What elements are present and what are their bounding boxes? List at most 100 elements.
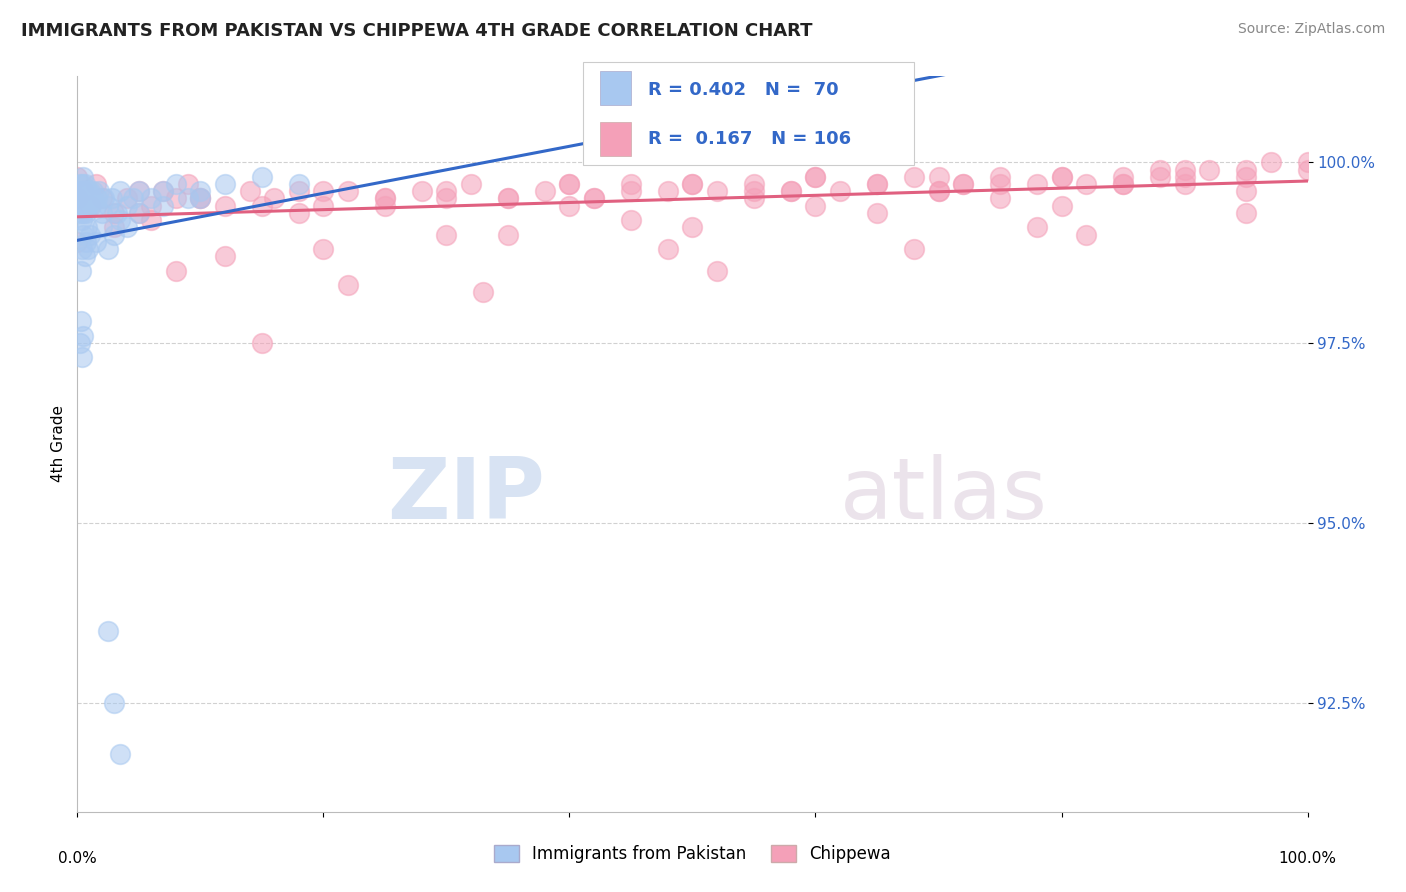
- Point: [1296, 155, 1319, 169]
- Point: [66, 169, 89, 184]
- Point: [1260, 155, 1282, 169]
- Point: [77, 184, 100, 198]
- Point: [141, 213, 163, 227]
- Point: [436, 184, 458, 198]
- Point: [250, 335, 273, 350]
- Point: [67, 191, 90, 205]
- Text: 100.0%: 100.0%: [1278, 851, 1337, 866]
- Point: [620, 213, 643, 227]
- Point: [105, 206, 128, 220]
- Point: [496, 227, 519, 242]
- Point: [70, 213, 93, 227]
- Point: [76, 191, 98, 205]
- Point: [288, 206, 311, 220]
- Point: [70, 191, 93, 205]
- Point: [72, 206, 94, 220]
- Point: [73, 199, 96, 213]
- Point: [128, 206, 150, 220]
- Point: [558, 177, 581, 191]
- Point: [70, 263, 93, 277]
- Point: [110, 213, 132, 227]
- Point: [1234, 184, 1257, 198]
- Point: [82, 184, 104, 198]
- Text: ZIP: ZIP: [387, 454, 546, 537]
- Point: [73, 249, 96, 263]
- Point: [97, 199, 120, 213]
- Point: [165, 191, 187, 205]
- Point: [288, 177, 311, 191]
- Point: [250, 169, 273, 184]
- Point: [188, 184, 212, 198]
- Point: [73, 177, 96, 191]
- Y-axis label: 4th Grade: 4th Grade: [51, 405, 66, 483]
- Point: [86, 191, 108, 205]
- Point: [72, 328, 94, 343]
- Point: [84, 235, 107, 249]
- Point: [128, 206, 150, 220]
- Point: [496, 191, 519, 205]
- Point: [90, 220, 114, 235]
- Point: [903, 242, 925, 256]
- Point: [75, 235, 97, 249]
- Point: [706, 263, 728, 277]
- Point: [312, 199, 335, 213]
- Point: [97, 624, 120, 639]
- Point: [374, 191, 396, 205]
- Point: [436, 191, 458, 205]
- Point: [75, 191, 97, 205]
- Point: [312, 184, 335, 198]
- Point: [72, 227, 94, 242]
- Point: [583, 191, 606, 205]
- Point: [103, 206, 125, 220]
- Text: Source: ZipAtlas.com: Source: ZipAtlas.com: [1237, 22, 1385, 37]
- Point: [1026, 177, 1049, 191]
- Point: [72, 184, 94, 198]
- Point: [830, 184, 852, 198]
- Point: [103, 227, 125, 242]
- Point: [214, 249, 236, 263]
- Point: [103, 697, 125, 711]
- Point: [620, 184, 643, 198]
- Point: [928, 184, 950, 198]
- Point: [866, 206, 889, 220]
- Point: [110, 747, 132, 761]
- Text: atlas: atlas: [841, 454, 1047, 537]
- Point: [288, 184, 311, 198]
- Point: [742, 191, 765, 205]
- Point: [804, 169, 827, 184]
- Point: [79, 199, 101, 213]
- Point: [121, 191, 143, 205]
- Point: [988, 177, 1011, 191]
- Point: [411, 184, 433, 198]
- Point: [69, 335, 91, 350]
- Point: [66, 235, 89, 249]
- Point: [82, 191, 104, 205]
- Point: [263, 191, 285, 205]
- Point: [1112, 169, 1135, 184]
- Point: [77, 199, 100, 213]
- Point: [72, 184, 94, 198]
- Text: R =  0.167   N = 106: R = 0.167 N = 106: [648, 130, 851, 148]
- Point: [214, 177, 236, 191]
- Point: [1296, 162, 1319, 177]
- Point: [101, 191, 124, 205]
- Point: [1026, 220, 1049, 235]
- Point: [69, 206, 91, 220]
- Point: [558, 199, 581, 213]
- Point: [804, 169, 827, 184]
- Point: [165, 177, 187, 191]
- Point: [67, 184, 90, 198]
- Point: [496, 191, 519, 205]
- Point: [1149, 162, 1171, 177]
- Point: [93, 191, 115, 205]
- Point: [952, 177, 974, 191]
- Point: [1050, 199, 1073, 213]
- Point: [1076, 227, 1098, 242]
- Point: [1076, 177, 1098, 191]
- Point: [128, 184, 150, 198]
- Point: [72, 191, 94, 205]
- Point: [1198, 162, 1220, 177]
- Point: [70, 184, 93, 198]
- Point: [73, 191, 96, 205]
- Point: [188, 191, 212, 205]
